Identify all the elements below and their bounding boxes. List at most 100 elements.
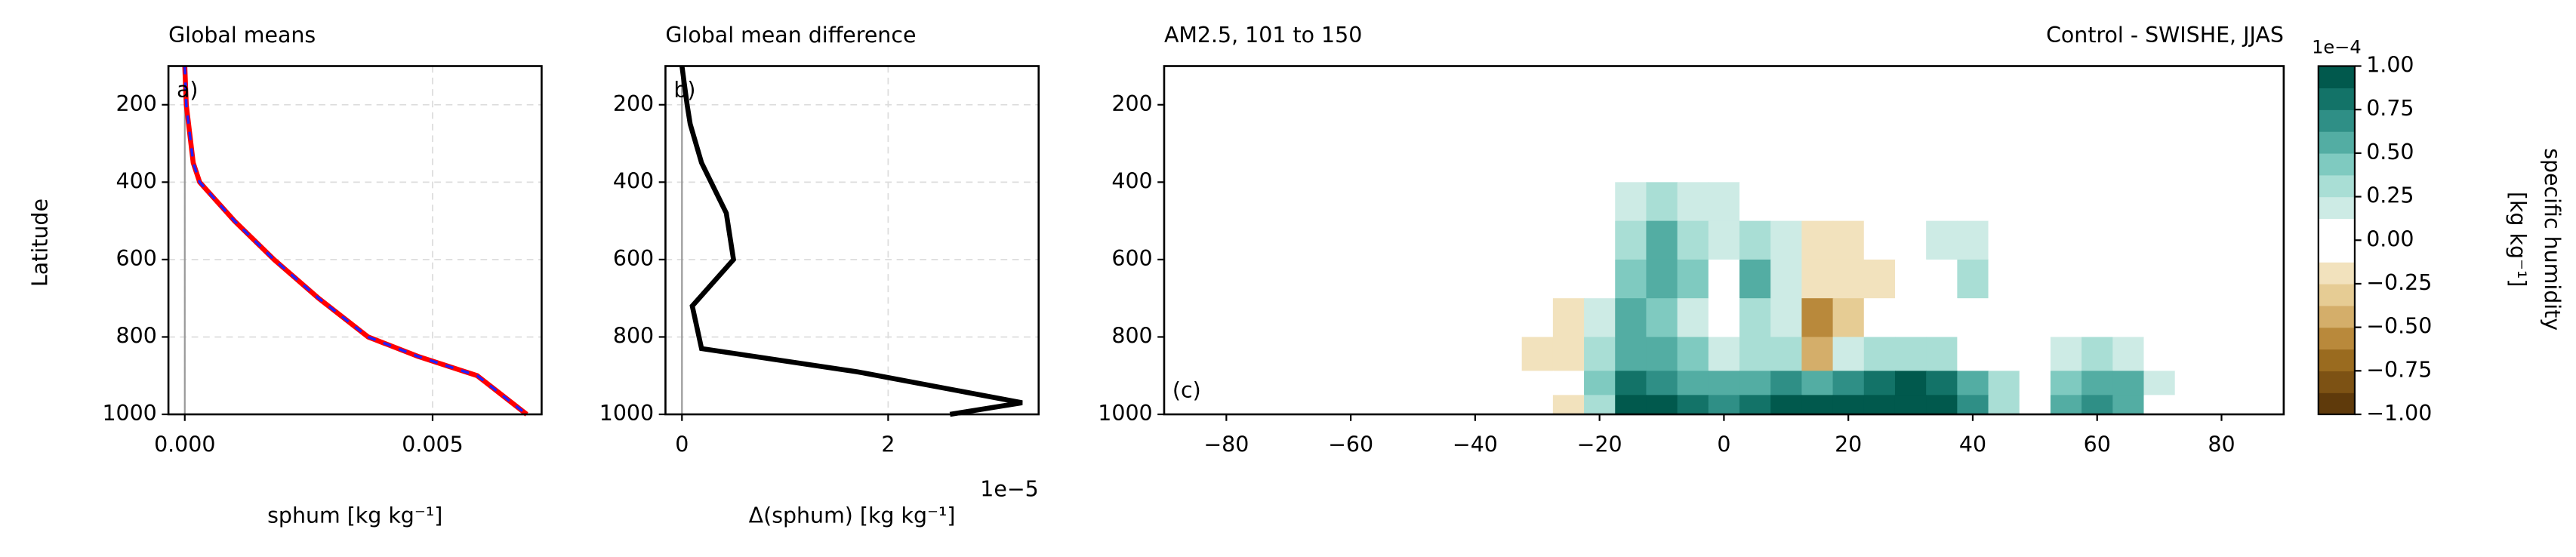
- y-tick-label: 400: [613, 168, 654, 193]
- contour-cell: [2019, 66, 2051, 106]
- y-tick-label: 400: [1111, 168, 1152, 193]
- contour-cell: [2050, 298, 2082, 338]
- contour-cell: [2174, 104, 2207, 144]
- colorbar-segment: [2318, 262, 2355, 285]
- contour-cell: [1241, 220, 1274, 260]
- contour-cell: [1304, 337, 1336, 372]
- contour-cell: [1397, 66, 1429, 106]
- x-axis-label: sphum [kg kg⁻¹]: [267, 503, 442, 528]
- x-offset-label: 1e−5: [980, 477, 1038, 502]
- contour-cell: [1926, 143, 1958, 183]
- contour-cell: [1708, 104, 1740, 144]
- contour-cell: [1770, 259, 1803, 300]
- contour-cell: [2174, 371, 2207, 396]
- x-tick-label: 40: [1959, 432, 1986, 457]
- axes-frame: [664, 65, 1040, 416]
- x-tick-label: 80: [2208, 432, 2235, 457]
- contour-cell: [1490, 104, 1523, 144]
- contour-cell: [1646, 220, 1678, 260]
- contour-cell: [1490, 259, 1523, 300]
- contour-cell: [1708, 298, 1740, 338]
- contour-cell: [2205, 395, 2238, 415]
- colorbar-segment: [2318, 196, 2355, 220]
- contour-cell: [1179, 182, 1212, 222]
- contour-cell: [1584, 395, 1616, 415]
- contour-cell: [1179, 298, 1212, 338]
- contour-cell: [1863, 66, 1896, 106]
- contour-cell: [1459, 182, 1492, 222]
- contour-cell: [1677, 395, 1709, 415]
- contour-cell: [2174, 259, 2207, 300]
- contour-cell: [2268, 104, 2285, 144]
- contour-cell: [1397, 337, 1429, 372]
- contour-cell: [1988, 182, 2020, 222]
- contour-cell: [1677, 371, 1709, 396]
- y-tick-label: 600: [1111, 246, 1152, 271]
- x-tick-label: 60: [2084, 432, 2111, 457]
- contour-cell: [1366, 220, 1398, 260]
- contour-cell: [1273, 371, 1305, 396]
- contour-cell: [1459, 259, 1492, 300]
- contour-cell: [2174, 143, 2207, 183]
- contour-cell: [2205, 298, 2238, 338]
- colorbar-tick-label: 0.00: [2366, 226, 2414, 251]
- contour-cell: [1521, 66, 1554, 106]
- contour-cell: [1646, 371, 1678, 396]
- contour-cell: [1677, 182, 1709, 222]
- contour-cell: [1863, 182, 1896, 222]
- contour-cell: [1584, 298, 1616, 338]
- contour-cell: [1459, 66, 1492, 106]
- contour-cell: [2112, 220, 2145, 260]
- contour-cell: [1163, 371, 1181, 396]
- contour-cell: [1988, 220, 2020, 260]
- contour-cell: [1615, 143, 1647, 183]
- contour-cell: [2268, 143, 2285, 183]
- contour-cell: [2174, 395, 2207, 415]
- contour-cell: [1988, 371, 2020, 396]
- contour-cell: [1163, 220, 1181, 260]
- contour-cell: [1366, 66, 1398, 106]
- contour-cell: [1801, 220, 1834, 260]
- contour-cell: [1646, 259, 1678, 300]
- colorbar-segment: [2318, 66, 2355, 89]
- contour-cell: [1988, 337, 2020, 372]
- contour-cell: [1801, 395, 1834, 415]
- contour-cell: [1335, 220, 1367, 260]
- contour-cell: [2143, 298, 2176, 338]
- contour-cell: [1863, 395, 1896, 415]
- contour-cell: [1770, 220, 1803, 260]
- contour-cell: [1552, 371, 1585, 396]
- contour-cell: [2019, 395, 2051, 415]
- contour-cell: [1397, 104, 1429, 144]
- contour-cell: [1615, 182, 1647, 222]
- contour-cell: [1397, 298, 1429, 338]
- contour-cell: [1832, 371, 1865, 396]
- contour-cell: [1428, 143, 1461, 183]
- contour-cell: [1179, 337, 1212, 372]
- contour-cell: [1832, 337, 1865, 372]
- colorbar-segment: [2318, 88, 2355, 110]
- contour-cell: [2112, 298, 2145, 338]
- contour-cell: [2112, 182, 2145, 222]
- plot-area: [665, 66, 1039, 417]
- contour-cell: [1366, 337, 1398, 372]
- contour-cell: [1304, 298, 1336, 338]
- contour-cell: [1273, 259, 1305, 300]
- contour-cell: [1739, 395, 1772, 415]
- contour-cell: [1459, 371, 1492, 396]
- contour-cell: [1241, 259, 1274, 300]
- contour-cell: [2237, 104, 2269, 144]
- contour-cell: [1615, 371, 1647, 396]
- contour-cell: [1615, 337, 1647, 372]
- contour-cell: [1459, 104, 1492, 144]
- x-tick-label: 0.005: [402, 432, 463, 457]
- contour-cell: [1273, 182, 1305, 222]
- contour-cell: [1863, 259, 1896, 300]
- colorbar-tick-label: −0.25: [2366, 270, 2432, 295]
- contour-cell: [2174, 337, 2207, 372]
- contour-cell: [2237, 337, 2269, 372]
- contour-cell: [2268, 220, 2285, 260]
- contour-cell: [1801, 259, 1834, 300]
- contour-cell: [1490, 143, 1523, 183]
- contour-cell: [1521, 143, 1554, 183]
